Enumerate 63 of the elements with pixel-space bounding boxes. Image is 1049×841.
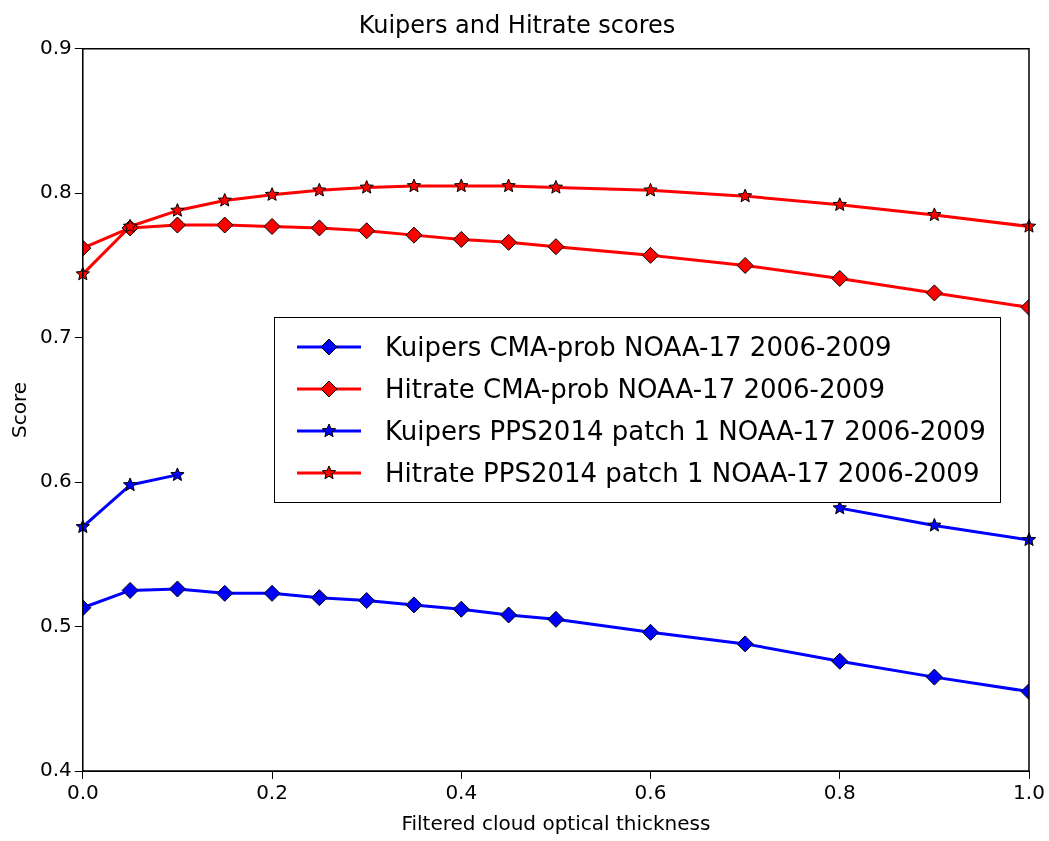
point: [832, 197, 847, 211]
x-tick-label: 0.0: [66, 780, 99, 805]
point: [359, 179, 374, 194]
point: [642, 246, 660, 264]
point: [925, 668, 943, 686]
legend-label: Hitrate CMA-prob NOAA-17 2006-2009: [385, 372, 886, 406]
y-tick-label: 0.4: [39, 757, 72, 782]
point: [501, 178, 516, 193]
point: [170, 203, 185, 217]
point: [216, 584, 234, 602]
point: [217, 192, 232, 207]
x-tick-label: 1.0: [1013, 780, 1045, 805]
point: [406, 178, 422, 193]
point: [548, 179, 564, 194]
point: [643, 182, 658, 197]
point: [310, 589, 328, 607]
point: [452, 600, 470, 618]
point: [831, 269, 849, 287]
x-tick-label: 0.6: [634, 780, 667, 805]
point: [358, 222, 376, 240]
y-tick-label: 0.5: [39, 612, 72, 637]
point: [500, 606, 518, 624]
point: [500, 233, 518, 251]
point: [547, 610, 565, 628]
point: [405, 226, 423, 244]
point: [927, 207, 942, 222]
point: [264, 187, 280, 201]
y-axis-title: Score: [7, 381, 32, 438]
x-tick-label: 0.8: [823, 780, 856, 805]
point: [452, 230, 470, 248]
point: [737, 188, 753, 203]
point: [736, 635, 754, 653]
legend-label: Hitrate PPS2014 patch 1 NOAA-17 2006-2009: [385, 456, 980, 490]
point: [122, 218, 138, 233]
point: [925, 284, 943, 302]
point: [170, 467, 185, 482]
x-tick-label: 0.4: [445, 780, 478, 805]
y-tick-label: 0.9: [39, 35, 72, 59]
point: [831, 652, 849, 670]
point: [642, 623, 660, 641]
point: [927, 517, 942, 532]
y-tick-label: 0.8: [39, 179, 72, 204]
legend-label: Kuipers PPS2014 patch 1 NOAA-17 2006-2009: [385, 414, 986, 448]
point: [310, 219, 328, 237]
point: [312, 182, 327, 197]
point: [547, 238, 565, 256]
point: [122, 477, 138, 492]
chart-title: Kuipers and Hitrate scores: [358, 10, 676, 39]
y-tick-label: 0.6: [39, 468, 72, 493]
point: [216, 216, 234, 234]
point: [358, 592, 376, 610]
point: [121, 581, 139, 599]
point: [168, 216, 186, 234]
point: [263, 584, 281, 602]
legend-label: Kuipers CMA-prob NOAA-17 2006-2009: [385, 330, 892, 364]
point: [405, 596, 423, 614]
point: [263, 217, 281, 235]
point: [168, 580, 186, 598]
y-tick-label: 0.7: [39, 323, 72, 348]
x-axis-title: Filtered cloud optical thickness: [401, 811, 711, 836]
point: [736, 256, 754, 274]
x-tick-label: 0.2: [256, 780, 288, 805]
point: [454, 178, 469, 193]
